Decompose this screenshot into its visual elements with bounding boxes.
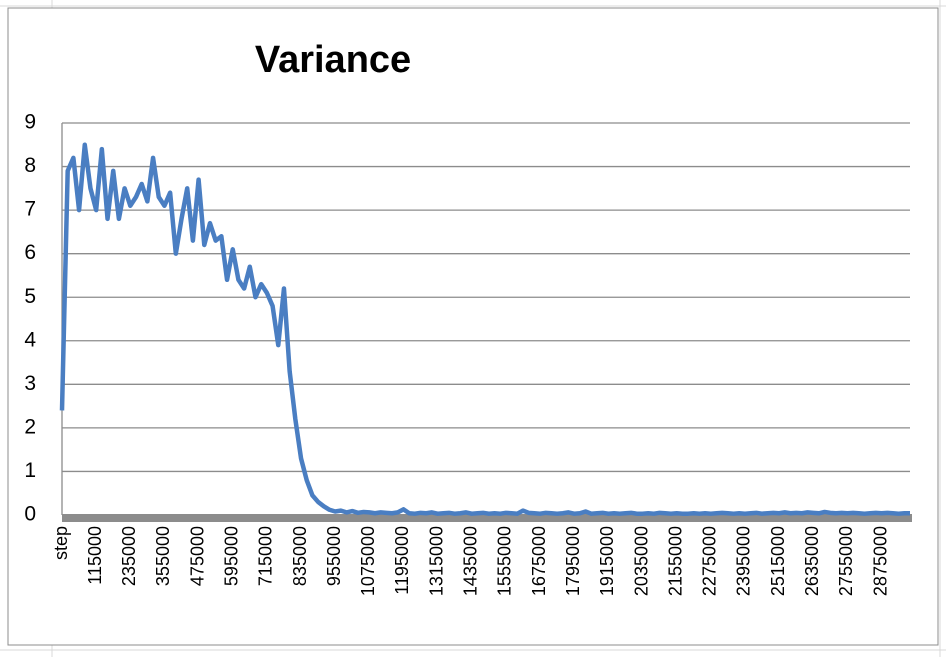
- x-tick-label: 1435000: [461, 526, 481, 596]
- x-tick-label: 475000: [187, 526, 207, 586]
- x-tick-label: 1315000: [426, 526, 446, 596]
- x-tick-label: 355000: [153, 526, 173, 586]
- y-tick-label: 1: [24, 459, 36, 482]
- x-tick-label: 2875000: [870, 526, 890, 596]
- y-tick-label: 5: [24, 285, 36, 308]
- y-tick-label: 8: [24, 154, 36, 177]
- x-tick-label: 1675000: [529, 526, 549, 596]
- x-tick-label: 115000: [85, 526, 105, 585]
- x-tick-label: 1915000: [597, 526, 617, 596]
- x-tick-label: 1075000: [358, 526, 378, 596]
- x-tick-label: 1195000: [392, 526, 412, 595]
- y-tick-label: 6: [24, 241, 36, 264]
- x-tick-label: 2275000: [700, 526, 720, 596]
- x-tick-label: 595000: [221, 526, 241, 586]
- y-tick-label: 4: [24, 328, 36, 351]
- x-tick-label: 2515000: [768, 526, 788, 596]
- x-tick-label: step: [51, 526, 71, 560]
- x-tick-label: 1555000: [495, 526, 515, 596]
- y-tick-label: 2: [24, 415, 36, 438]
- chart-title: Variance: [255, 39, 411, 81]
- x-tick-label: 1795000: [563, 526, 583, 596]
- y-tick-label: 0: [24, 503, 36, 526]
- x-tick-label: 2035000: [631, 526, 651, 596]
- x-tick-label: 715000: [256, 526, 276, 586]
- y-tick-label: 3: [24, 372, 36, 395]
- y-tick-label: 9: [24, 111, 36, 134]
- x-tick-label: 2635000: [802, 526, 822, 596]
- x-tick-label: 2395000: [734, 526, 754, 596]
- x-tick-label: 2755000: [836, 526, 856, 596]
- x-tick-label: 2155000: [665, 526, 685, 596]
- x-tick-label: 955000: [324, 526, 344, 586]
- series-line: [59, 142, 910, 516]
- y-tick-label: 7: [24, 198, 36, 221]
- chart-frame: [7, 7, 939, 646]
- x-tick-label: 235000: [119, 526, 139, 586]
- x-tick-label: 835000: [290, 526, 310, 586]
